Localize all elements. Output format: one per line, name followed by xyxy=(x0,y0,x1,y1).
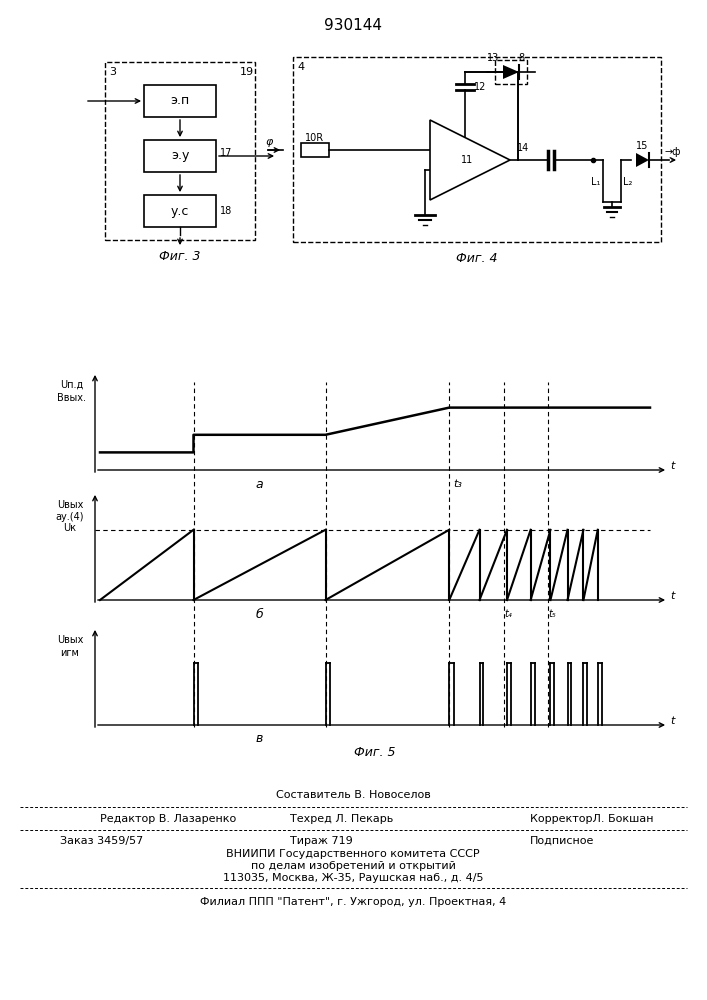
Text: L₁: L₁ xyxy=(591,177,601,187)
Text: 15: 15 xyxy=(636,141,648,151)
Text: Заказ 3459/57: Заказ 3459/57 xyxy=(60,836,144,846)
Text: 8: 8 xyxy=(518,53,524,63)
Bar xyxy=(144,85,216,117)
Bar xyxy=(144,140,216,172)
Text: Bвых.: Bвых. xyxy=(57,393,86,403)
Text: t₄: t₄ xyxy=(504,609,512,619)
Bar xyxy=(495,60,527,84)
Text: 4: 4 xyxy=(298,62,305,72)
Bar xyxy=(293,57,661,242)
Text: 3: 3 xyxy=(110,67,117,77)
Text: 18: 18 xyxy=(220,206,232,216)
Text: Фиг. 3: Фиг. 3 xyxy=(159,249,201,262)
Polygon shape xyxy=(430,120,510,200)
Text: 930144: 930144 xyxy=(324,17,382,32)
Polygon shape xyxy=(636,153,649,167)
Text: КорректорЛ. Бокшан: КорректорЛ. Бокшан xyxy=(530,814,653,824)
Text: 19: 19 xyxy=(240,67,254,77)
Text: Фиг. 4: Фиг. 4 xyxy=(456,251,498,264)
Text: Uвых: Uвых xyxy=(57,635,83,645)
Text: Фиг. 5: Фиг. 5 xyxy=(354,746,396,760)
Text: Uк: Uк xyxy=(64,523,76,533)
Text: 12: 12 xyxy=(474,82,486,92)
Text: Uп.д: Uп.д xyxy=(60,380,83,390)
Text: 13: 13 xyxy=(487,53,499,63)
Text: t: t xyxy=(670,716,674,726)
Text: Редактор В. Лазаренко: Редактор В. Лазаренко xyxy=(100,814,236,824)
Text: L₂: L₂ xyxy=(624,177,633,187)
Text: Тираж 719: Тираж 719 xyxy=(290,836,353,846)
Text: ВНИИПИ Государственного комитета СССР: ВНИИПИ Государственного комитета СССР xyxy=(226,849,480,859)
Text: Подписное: Подписное xyxy=(530,836,595,846)
Text: б: б xyxy=(256,607,264,620)
Text: Филиал ППП "Патент", г. Ужгород, ул. Проектная, 4: Филиал ППП "Патент", г. Ужгород, ул. Про… xyxy=(200,897,506,907)
Text: →ф: →ф xyxy=(665,147,682,157)
Text: э.у: э.у xyxy=(171,149,189,162)
Bar xyxy=(144,195,216,227)
Text: 17: 17 xyxy=(220,148,232,158)
Text: 10R: 10R xyxy=(305,133,325,143)
Text: а: а xyxy=(256,478,263,490)
Text: у.с: у.с xyxy=(171,205,189,218)
Text: ау.(4): ау.(4) xyxy=(56,512,84,522)
Text: Составитель В. Новоселов: Составитель В. Новоселов xyxy=(276,790,431,800)
Text: в: в xyxy=(256,732,263,746)
Bar xyxy=(301,143,329,157)
Text: 14: 14 xyxy=(517,143,529,153)
Text: 11: 11 xyxy=(461,155,473,165)
Text: Uвых: Uвых xyxy=(57,500,83,510)
Polygon shape xyxy=(503,65,519,79)
Text: игм: игм xyxy=(61,648,79,658)
Text: э.п: э.п xyxy=(170,95,189,107)
Bar xyxy=(105,62,255,240)
Text: t₃: t₃ xyxy=(452,479,462,489)
Text: t: t xyxy=(670,461,674,471)
Text: φ: φ xyxy=(265,137,273,147)
Text: по делам изобретений и открытий: по делам изобретений и открытий xyxy=(250,861,455,871)
Text: Техред Л. Пекарь: Техред Л. Пекарь xyxy=(290,814,393,824)
Text: t: t xyxy=(670,591,674,601)
Text: 113035, Москва, Ж-35, Раушская наб., д. 4/5: 113035, Москва, Ж-35, Раушская наб., д. … xyxy=(223,873,484,883)
Text: t₅: t₅ xyxy=(549,609,556,619)
